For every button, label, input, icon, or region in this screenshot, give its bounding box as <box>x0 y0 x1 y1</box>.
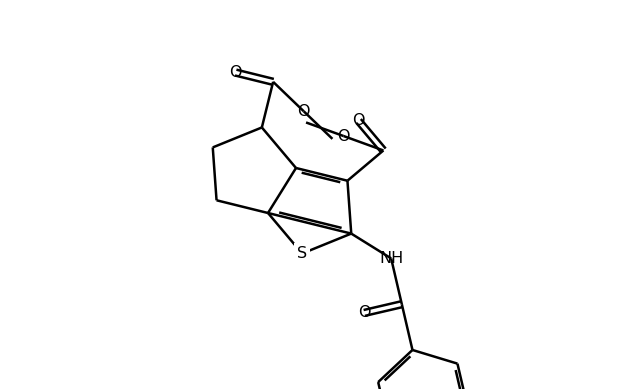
Text: O: O <box>358 305 371 321</box>
Text: S: S <box>297 246 307 261</box>
Text: NH: NH <box>379 251 403 266</box>
Text: O: O <box>337 128 350 144</box>
Text: O: O <box>230 65 242 80</box>
Text: O: O <box>352 114 365 128</box>
Text: O: O <box>298 103 310 119</box>
